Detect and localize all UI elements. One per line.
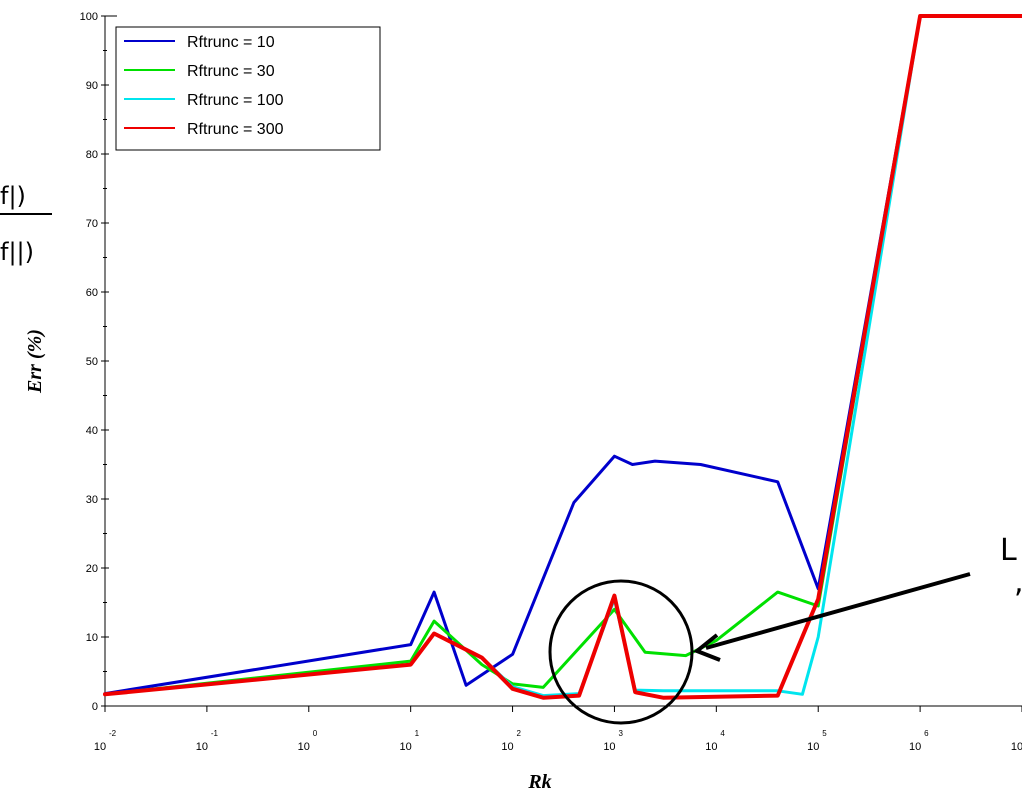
y-tick-label: 60 [86,287,98,299]
x-tick-label: 10 [603,741,615,753]
x-tick-exponent: 1 [415,729,420,738]
series-layer [103,14,1022,700]
y-axis-title: Err (%) [24,329,46,394]
annotation-arrow-head [693,633,721,662]
legend-box [115,26,381,151]
y-tick-label: 40 [86,425,98,437]
x-tick-exponent: 2 [517,729,522,738]
x-tick-exponent: 0 [313,729,318,738]
x-tick-label: 10 [298,741,310,753]
x-tick-label: 10 [400,741,412,753]
legend: Rftrunc = 10 Rftrunc = 30 Rftrunc = 100 Rft… [115,26,381,151]
x-tick-label: 10 [705,741,717,753]
y-tick-label: 50 [86,356,98,368]
x-tick-label: 10 [807,741,819,753]
y-tick-label: 20 [86,563,98,575]
ylabel-fragment-bottom: f||) [0,238,34,266]
y-tick-label: 30 [86,494,98,506]
x-tick-exponent: 6 [924,729,929,738]
axes: 010203040506070809010010-210-11001011021… [80,11,1022,753]
series-line [103,14,1022,696]
y-tick-label: 100 [80,11,98,23]
y-tick-label: 0 [92,701,98,713]
y-tick-label: 70 [86,218,98,230]
legend-label: Rftrunc = 30 [187,63,275,80]
y-tick-label: 80 [86,149,98,161]
x-tick-label: 10 [94,741,106,753]
annotation-fragment-top: L [1000,533,1017,568]
series-line [103,14,1022,700]
x-axis-title: Rk [527,771,551,793]
x-tick-label: 10 [909,741,921,753]
x-tick-label: 10 [196,741,208,753]
series-line [103,14,1022,696]
y-tick-label: 10 [86,632,98,644]
x-tick-label: 10 [501,741,513,753]
ylabel-fragment-top: f|) [0,182,26,210]
x-tick-exponent: 5 [822,729,827,738]
annotation-arrow-shaft [705,572,971,650]
legend-label: Rftrunc = 10 [187,34,275,51]
x-tick-label: 10 [1011,741,1022,753]
x-tick-exponent: 4 [720,729,725,738]
y-tick-label: 90 [86,80,98,92]
annotation-fragment-bottom: , [1014,565,1022,600]
legend-label: Rftrunc = 100 [187,92,284,109]
x-tick-exponent: -2 [109,729,117,738]
annotation-circle [548,579,694,725]
x-tick-exponent: -1 [211,729,219,738]
x-tick-exponent: 3 [618,729,623,738]
legend-label: Rftrunc = 300 [187,121,284,138]
